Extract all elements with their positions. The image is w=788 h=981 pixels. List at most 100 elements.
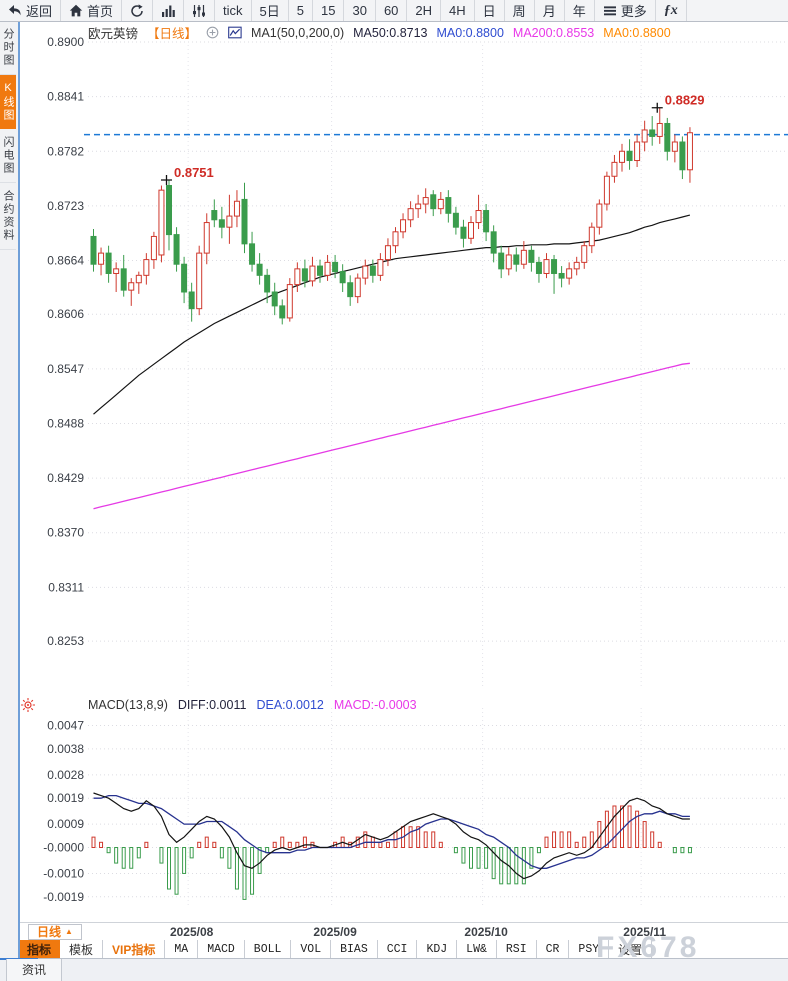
svg-text:0.8547: 0.8547 [47, 362, 84, 376]
ma200-value: MA200:0.8553 [512, 25, 595, 40]
svg-text:-0.0010: -0.0010 [43, 866, 84, 880]
indicator-tab-rsi[interactable]: RSI [497, 940, 537, 958]
toolbar-interval-60-button[interactable]: 60 [376, 0, 408, 21]
top-toolbar: 返回 首页 tick 5日 5 15 30 60 2H 4H 日 周 月 年 更多 ƒx [0, 0, 788, 22]
add-circle-icon[interactable] [206, 26, 219, 39]
chart-header: 欧元英镑 【日线】 MA1(50,0,200,0) MA50:0.8713 MA… [88, 23, 671, 42]
indicator-tab-vip-indicators[interactable]: VIP指标 [103, 940, 166, 958]
toolbar-interval-2h-button[interactable]: 2H [407, 0, 442, 21]
svg-text:0.0038: 0.0038 [47, 742, 84, 756]
toolbar-interval-monthly-button[interactable]: 月 [535, 0, 565, 21]
toolbar-refresh-button[interactable] [122, 0, 154, 21]
back-icon [8, 4, 22, 17]
toolbar-interval-30-button[interactable]: 30 [344, 0, 376, 21]
toolbar-interval-4h-label: 4H [449, 3, 466, 18]
xaxis-month-2025-08: 2025/08 [169, 925, 214, 939]
dea-value: DEA:0.0012 [256, 698, 324, 712]
indicator-tab-cci[interactable]: CCI [378, 940, 418, 958]
toolbar-range-5day-label: 5日 [259, 4, 280, 19]
toolbar-fx-label: ƒx [663, 2, 678, 18]
ma-settings-label: MA1(50,0,200,0) [251, 25, 345, 40]
sidebar-item-lightning[interactable]: 闪电图 [0, 129, 16, 183]
diff-value: DIFF:0.0011 [177, 698, 247, 712]
toolbar-interval-monthly-label: 月 [542, 4, 556, 19]
period-selector-label: 日线 [37, 925, 62, 939]
indicator-tab-bias[interactable]: BIAS [331, 940, 378, 958]
toolbar-indicator-panel-button[interactable] [184, 0, 216, 21]
toolbar-interval-yearly-button[interactable]: 年 [565, 0, 595, 21]
indicator-tab-kdj[interactable]: KDJ [417, 940, 458, 958]
indicator-tab-boll[interactable]: BOLL [245, 940, 292, 958]
menu-icon [603, 4, 617, 17]
toolbar-fx-button[interactable]: ƒx [656, 0, 687, 21]
indicator-tab-lw[interactable]: LW& [457, 940, 497, 958]
toolbar-interval-weekly-button[interactable]: 周 [505, 0, 535, 21]
ma0-blue-value: MA0:0.8800 [436, 25, 504, 40]
xaxis-month-2025-09: 2025/09 [313, 925, 357, 939]
toolbar-interval-5-button[interactable]: 5 [289, 0, 313, 21]
svg-text:0.8370: 0.8370 [47, 526, 84, 540]
svg-text:0.0028: 0.0028 [47, 768, 84, 782]
macd-chart[interactable]: 0.0047 0.0038 0.0028 0.0019 0.0009 -0.0000 -0.… [18, 700, 788, 922]
sidebar-item-contract-info[interactable]: 合约资料 [0, 183, 16, 250]
svg-text:0.8664: 0.8664 [47, 254, 84, 268]
toolbar-interval-2h-label: 2H [415, 3, 433, 18]
indicator-tab-settings[interactable]: 设置 [609, 940, 653, 958]
home-icon [69, 4, 83, 17]
period-tag[interactable]: 【日线】 [147, 27, 198, 41]
indicator-tab-macd[interactable]: MACD [198, 940, 245, 958]
toolbar-interval-30-label: 30 [352, 3, 367, 18]
svg-text:0.8253: 0.8253 [47, 634, 84, 648]
price-chart[interactable]: 0.8900 0.8841 0.8782 0.8723 0.8664 0.8606 0.85… [18, 21, 788, 700]
toolbar-interval-15-label: 15 [321, 3, 336, 18]
sliders-icon [192, 4, 206, 18]
period-selector-button[interactable]: 日线 ▲ [28, 924, 82, 940]
toolbar-more-button[interactable]: 更多 [595, 0, 656, 21]
toolbar-back-button[interactable]: 返回 [0, 0, 62, 21]
toolbar-interval-daily-label: 日 [482, 4, 496, 19]
indicator-tab-vol[interactable]: VOL [291, 940, 332, 958]
tab-news[interactable]: 资讯 [6, 959, 62, 981]
macd-label: MACD(13,8,9) [88, 698, 168, 712]
mini-chart-icon[interactable] [228, 26, 242, 39]
xaxis-month-2025-11: 2025/11 [623, 925, 666, 939]
ma0-orange-value: MA0:0.8800 [603, 25, 671, 40]
svg-text:0.8429: 0.8429 [47, 471, 84, 485]
toolbar-interval-60-label: 60 [383, 3, 399, 18]
sidebar: 分时图 K线图 闪电图 合约资料 [0, 21, 20, 958]
toolbar-more-label: 更多 [620, 4, 647, 19]
toolbar-range-5day-button[interactable]: 5日 [252, 0, 289, 21]
refresh-icon [130, 3, 144, 18]
indicator-settings-icon[interactable] [20, 697, 36, 713]
sidebar-item-kline[interactable]: K线图 [0, 75, 16, 129]
toolbar-home-label: 首页 [87, 4, 114, 19]
symbol-name: 欧元英镑 [88, 27, 139, 41]
toolbar-back-label: 返回 [26, 4, 53, 19]
indicator-tab-templates[interactable]: 模板 [60, 940, 104, 958]
svg-text:0.0009: 0.0009 [47, 817, 84, 831]
macd-header: MACD(13,8,9) DIFF:0.0011 DEA:0.0012 MACD… [20, 697, 417, 713]
chart-area: 欧元英镑 【日线】 MA1(50,0,200,0) MA50:0.8713 MA… [18, 21, 788, 965]
indicator-tab-psy[interactable]: PSY [569, 940, 610, 958]
svg-text:0.8782: 0.8782 [47, 144, 84, 158]
toolbar-tick-button[interactable]: tick [215, 0, 252, 21]
svg-text:0.0047: 0.0047 [47, 719, 84, 733]
indicator-tab-indicators[interactable]: 指标 [18, 940, 61, 958]
toolbar-interval-daily-button[interactable]: 日 [475, 0, 505, 21]
ma50-value: MA50:0.8713 [353, 25, 428, 40]
toolbar-interval-yearly-label: 年 [572, 4, 586, 19]
toolbar-interval-4h-button[interactable]: 4H [441, 0, 475, 21]
toolbar-interval-15-button[interactable]: 15 [313, 0, 345, 21]
xaxis-month-2025-10: 2025/10 [464, 925, 508, 939]
xaxis-row: 日线 ▲ 2025/08 2025/09 2025/10 2025/11 [18, 922, 788, 941]
toolbar-chart-type-button[interactable] [153, 0, 185, 21]
indicator-tab-ma[interactable]: MA [165, 940, 199, 958]
svg-text:0.8488: 0.8488 [47, 416, 84, 430]
news-bar: 资讯 [0, 958, 788, 981]
indicator-tab-cr[interactable]: CR [537, 940, 570, 958]
svg-text:0.8751: 0.8751 [174, 165, 214, 180]
sidebar-item-time-share[interactable]: 分时图 [0, 21, 16, 75]
bars-icon [161, 4, 175, 17]
toolbar-home-button[interactable]: 首页 [61, 0, 123, 21]
